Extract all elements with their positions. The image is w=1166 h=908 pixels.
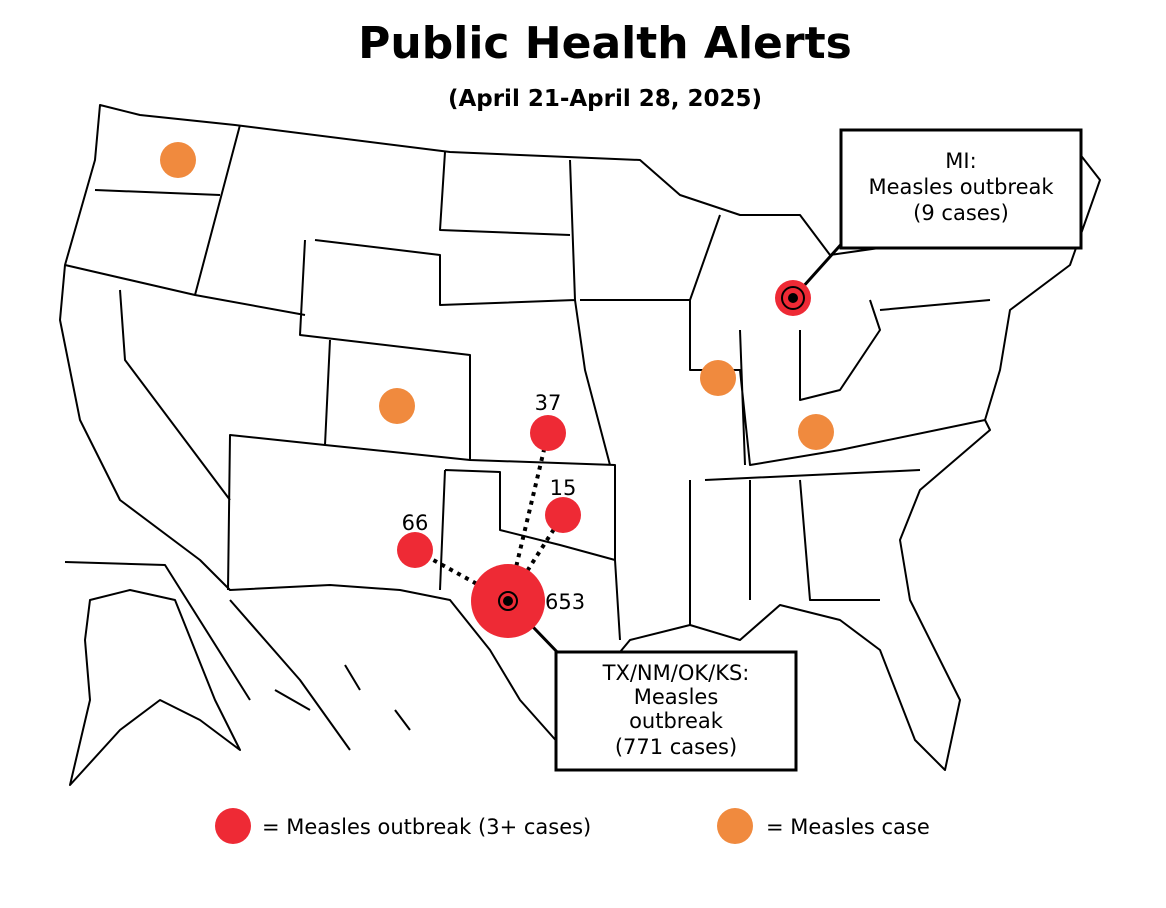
callout-text: Measles outbreak <box>868 175 1054 199</box>
case-marker <box>700 360 736 396</box>
case-marker <box>160 142 196 178</box>
callout-text: MI: <box>945 149 976 173</box>
target-ring <box>781 286 805 310</box>
case-marker <box>798 414 834 450</box>
case-count: 653 <box>545 590 585 614</box>
case-marker <box>379 388 415 424</box>
callout-box <box>839 128 1083 250</box>
callout-box <box>554 650 798 772</box>
legend-swatch <box>215 808 251 844</box>
legend-swatch <box>717 808 753 844</box>
target-dot <box>788 293 798 303</box>
outbreak-marker <box>545 497 581 533</box>
case-count: 66 <box>402 511 429 535</box>
callout-text: (771 cases) <box>615 735 737 759</box>
callout-text: TX/NM/OK/KS: <box>602 661 750 685</box>
target-dot <box>503 596 513 606</box>
legend-text: = Measles outbreak (3+ cases) <box>262 815 591 839</box>
callout-text: (9 cases) <box>913 201 1009 225</box>
subtitle: (April 21-April 28, 2025) <box>448 86 762 112</box>
case-count: 37 <box>535 391 562 415</box>
outbreak-marker <box>530 415 566 451</box>
us-map <box>59 104 1101 786</box>
outbreak-marker <box>397 532 433 568</box>
callout-text: Measles <box>634 685 719 709</box>
callout-text: outbreak <box>629 709 724 733</box>
legend-text: = Measles case <box>766 815 930 839</box>
target-ring <box>498 591 518 611</box>
case-count: 15 <box>550 476 577 500</box>
title: Public Health Alerts <box>358 18 852 69</box>
